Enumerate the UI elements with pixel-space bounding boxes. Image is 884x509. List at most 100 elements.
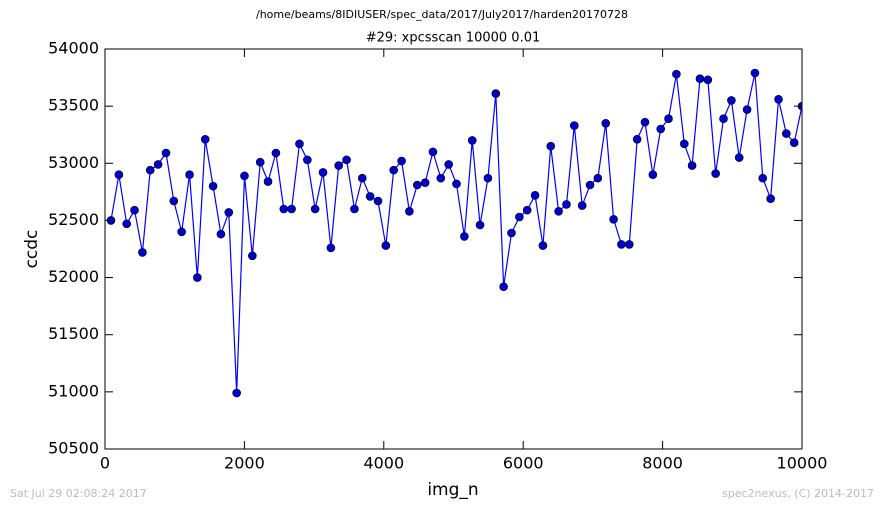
data-point	[515, 212, 524, 222]
y-tick-label: 52000	[48, 267, 99, 286]
data-point	[562, 200, 571, 209]
y-tick-label: 53500	[48, 96, 99, 115]
data-point	[483, 173, 493, 183]
data-point	[734, 153, 744, 162]
data-point	[185, 170, 194, 180]
y-axis-label: ccdc	[22, 230, 42, 269]
x-axis-label: img_n	[427, 480, 478, 500]
data-point	[789, 138, 799, 148]
data-point	[679, 139, 689, 149]
data-point	[138, 248, 147, 257]
data-point	[546, 141, 556, 151]
data-point	[624, 240, 634, 249]
data-point	[326, 243, 336, 253]
data-point	[467, 136, 477, 145]
data-point	[632, 134, 642, 144]
data-point	[491, 89, 501, 98]
data-point	[428, 147, 438, 157]
data-point	[279, 204, 289, 214]
data-point	[177, 227, 186, 237]
data-point	[711, 169, 720, 178]
footer-right: spec2nexus, (C) 2014-2017	[722, 487, 874, 500]
data-point	[577, 201, 587, 210]
data-point	[664, 114, 673, 124]
data-point	[782, 129, 791, 138]
data-point	[593, 173, 603, 183]
data-point	[695, 74, 705, 84]
chart-title: /home/beams/8IDIUSER/spec_data/2017/July…	[256, 8, 628, 21]
x-tick-label: 8000	[642, 454, 683, 473]
y-tick-label: 53000	[48, 153, 99, 172]
data-point	[389, 165, 398, 175]
data-point	[742, 105, 752, 114]
data-point	[554, 206, 563, 216]
data-point	[436, 173, 446, 183]
data-point	[774, 94, 783, 104]
y-tick-label: 50500	[48, 439, 99, 458]
data-point	[145, 165, 155, 175]
data-point	[585, 180, 595, 190]
x-tick-label: 6000	[503, 454, 544, 473]
data-point	[460, 232, 469, 241]
axes-frame	[104, 48, 803, 450]
data-point	[161, 148, 171, 158]
data-point	[397, 156, 406, 166]
plot-area	[106, 68, 802, 398]
data-point	[656, 124, 666, 134]
data-point	[530, 190, 540, 200]
data-point	[169, 196, 179, 206]
data-point	[522, 205, 532, 215]
data-point	[758, 173, 768, 183]
footer-left: Sat Jul 29 02:08:24 2017	[10, 487, 147, 500]
data-point	[538, 241, 548, 250]
data-point	[444, 160, 453, 169]
data-point	[232, 388, 241, 398]
data-point	[365, 192, 375, 201]
data-point	[224, 208, 234, 217]
data-point	[342, 155, 351, 165]
data-point	[609, 214, 618, 224]
data-point	[601, 118, 611, 128]
data-point	[153, 160, 163, 169]
data-point	[240, 171, 249, 181]
data-point	[569, 121, 579, 130]
y-tick-label: 51000	[48, 381, 99, 400]
data-point	[452, 179, 461, 189]
data-point	[766, 194, 775, 204]
x-tick-label: 10000	[777, 454, 828, 473]
data-point	[727, 96, 736, 105]
data-point	[255, 157, 265, 167]
data-point	[287, 204, 296, 214]
data-point	[381, 241, 391, 250]
x-tick-label: 0	[100, 454, 110, 473]
data-point	[193, 273, 202, 282]
data-point	[334, 161, 344, 170]
data-point	[350, 204, 359, 214]
data-point	[648, 170, 658, 180]
data-point	[373, 196, 383, 206]
data-point	[122, 219, 131, 229]
data-point	[475, 220, 485, 230]
data-point	[271, 148, 281, 158]
data-point	[310, 204, 320, 214]
data-point	[412, 180, 422, 190]
data-point	[303, 155, 312, 165]
data-point	[114, 170, 124, 180]
data-point	[672, 69, 681, 79]
x-tick-label: 4000	[363, 454, 404, 473]
data-point	[750, 68, 760, 78]
data-point	[687, 161, 697, 170]
data-point	[357, 173, 367, 183]
x-tick-label: 2000	[224, 454, 265, 473]
data-point	[640, 117, 650, 127]
y-tick-label: 52500	[48, 210, 99, 229]
data-point	[263, 177, 273, 186]
data-point	[405, 206, 414, 216]
data-point	[318, 168, 328, 177]
data-point	[130, 205, 139, 215]
data-point	[200, 134, 210, 144]
data-point	[617, 240, 626, 249]
data-point	[507, 228, 516, 238]
y-tick-label: 54000	[48, 39, 99, 58]
